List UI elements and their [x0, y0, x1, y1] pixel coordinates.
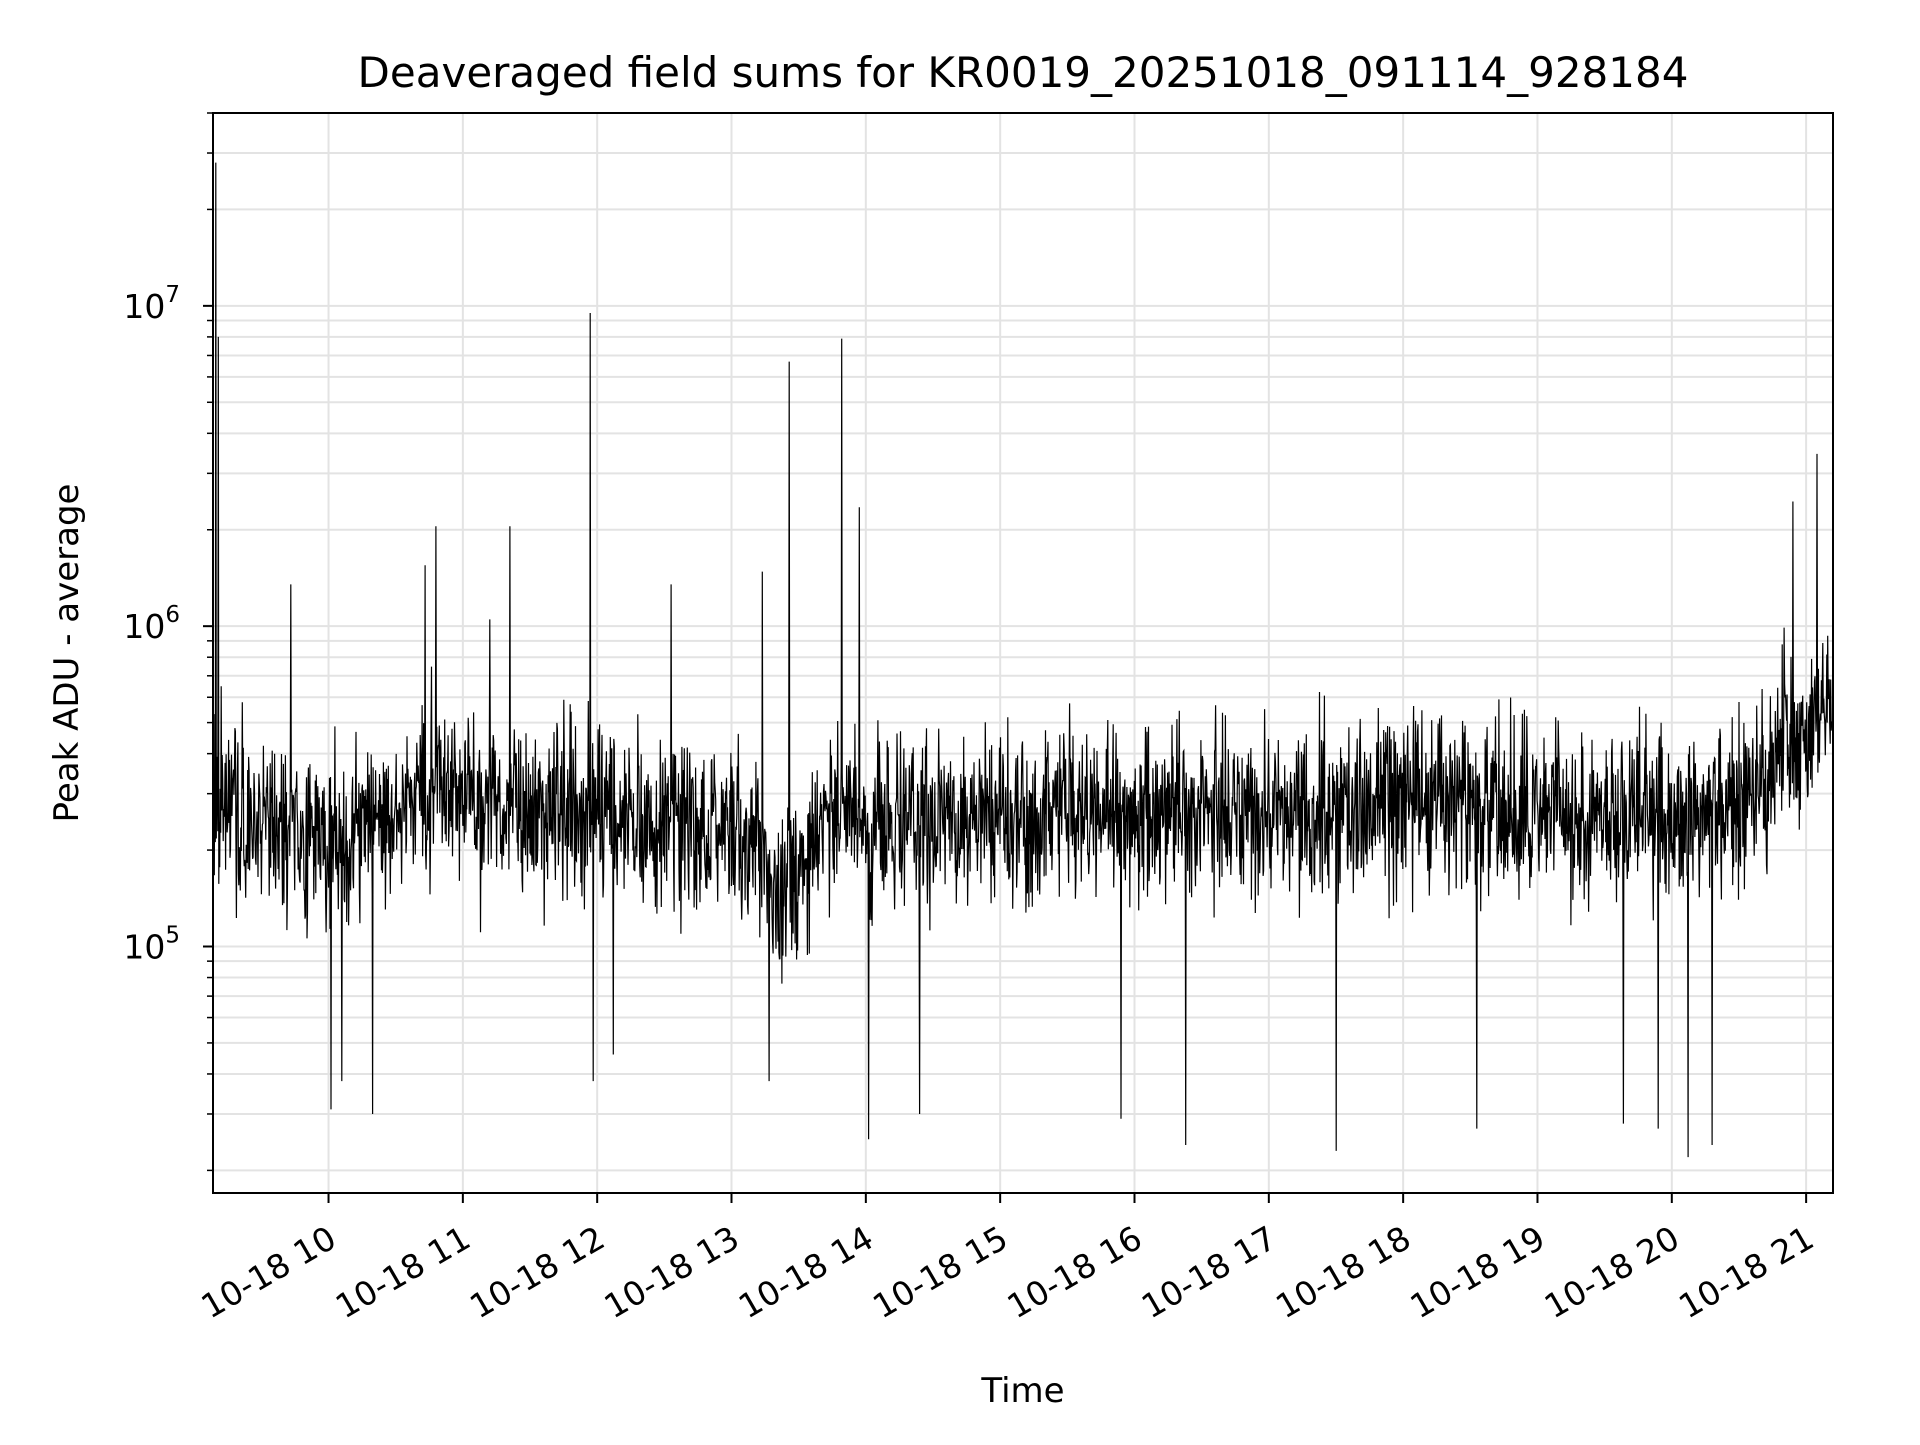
grid-layer — [213, 112, 1833, 1193]
y-tick-label: 106 — [123, 602, 180, 646]
y-tick-label: 105 — [123, 922, 180, 966]
y-tick-label: 107 — [123, 282, 180, 326]
chart-title: Deaveraged field sums for KR0019_2025101… — [358, 48, 1689, 97]
series-line — [213, 162, 1833, 1158]
x-axis-label: Time — [980, 1371, 1064, 1411]
y-axis-label: Peak ADU - average — [47, 484, 87, 823]
series-layer — [213, 162, 1833, 1158]
plot-frame — [212, 112, 1834, 1194]
